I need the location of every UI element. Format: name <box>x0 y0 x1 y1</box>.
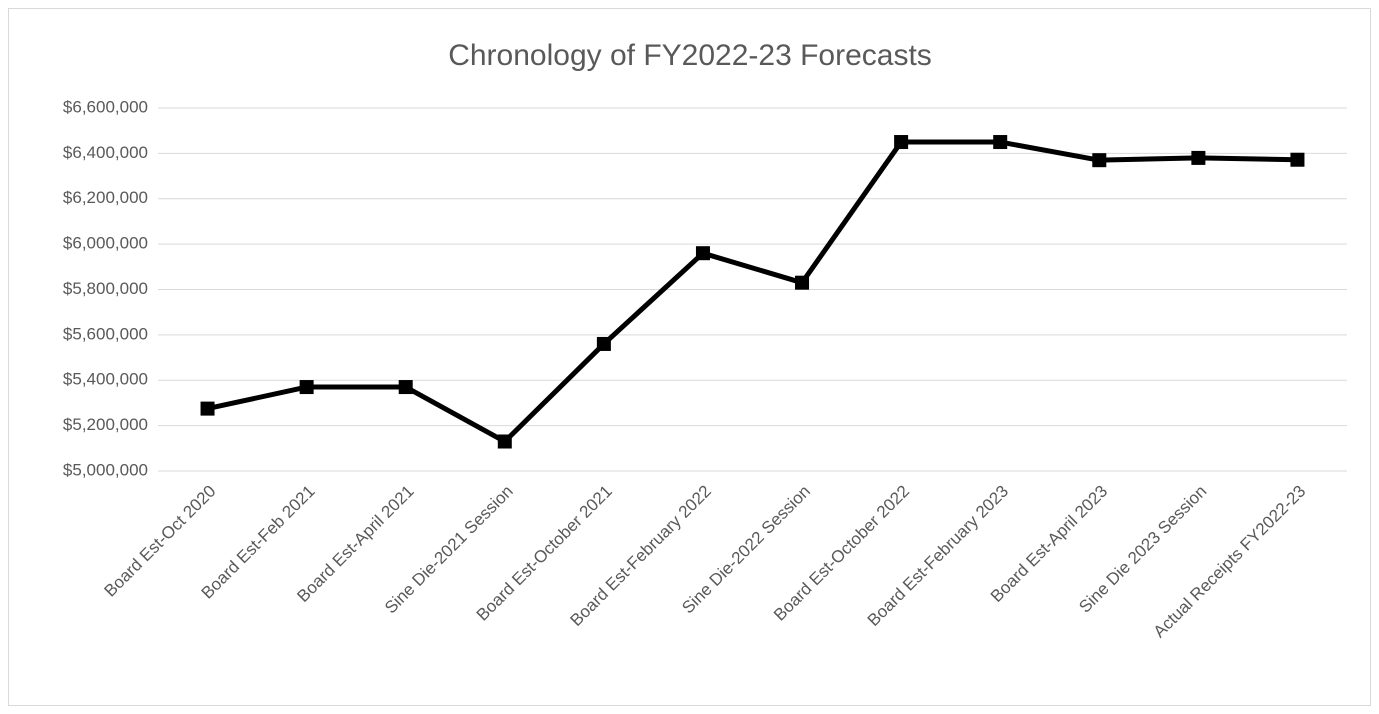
data-marker <box>497 434 512 449</box>
data-marker <box>993 135 1008 150</box>
y-tick-label: $6,600,000 <box>63 97 148 116</box>
y-tick-label: $6,000,000 <box>63 234 148 253</box>
y-tick-label: $5,800,000 <box>63 279 148 298</box>
data-marker <box>695 246 710 261</box>
data-marker <box>1092 153 1107 168</box>
data-marker <box>200 401 215 416</box>
chart-border <box>8 8 1371 706</box>
data-marker <box>398 380 413 395</box>
chart-title: Chronology of FY2022-23 Forecasts <box>448 39 932 72</box>
data-marker <box>299 380 314 395</box>
y-tick-label: $6,200,000 <box>63 188 148 207</box>
data-line <box>207 139 1298 445</box>
data-marker <box>596 336 611 351</box>
y-tick-label: $5,600,000 <box>63 324 148 343</box>
data-marker <box>795 275 810 290</box>
data-marker <box>1191 150 1206 165</box>
data-marker <box>1290 152 1305 167</box>
y-tick-label: $5,000,000 <box>63 460 148 479</box>
y-tick-label: $5,400,000 <box>63 370 148 389</box>
data-marker <box>894 135 909 150</box>
y-tick-label: $6,400,000 <box>63 143 148 162</box>
y-tick-label: $5,200,000 <box>63 415 148 434</box>
